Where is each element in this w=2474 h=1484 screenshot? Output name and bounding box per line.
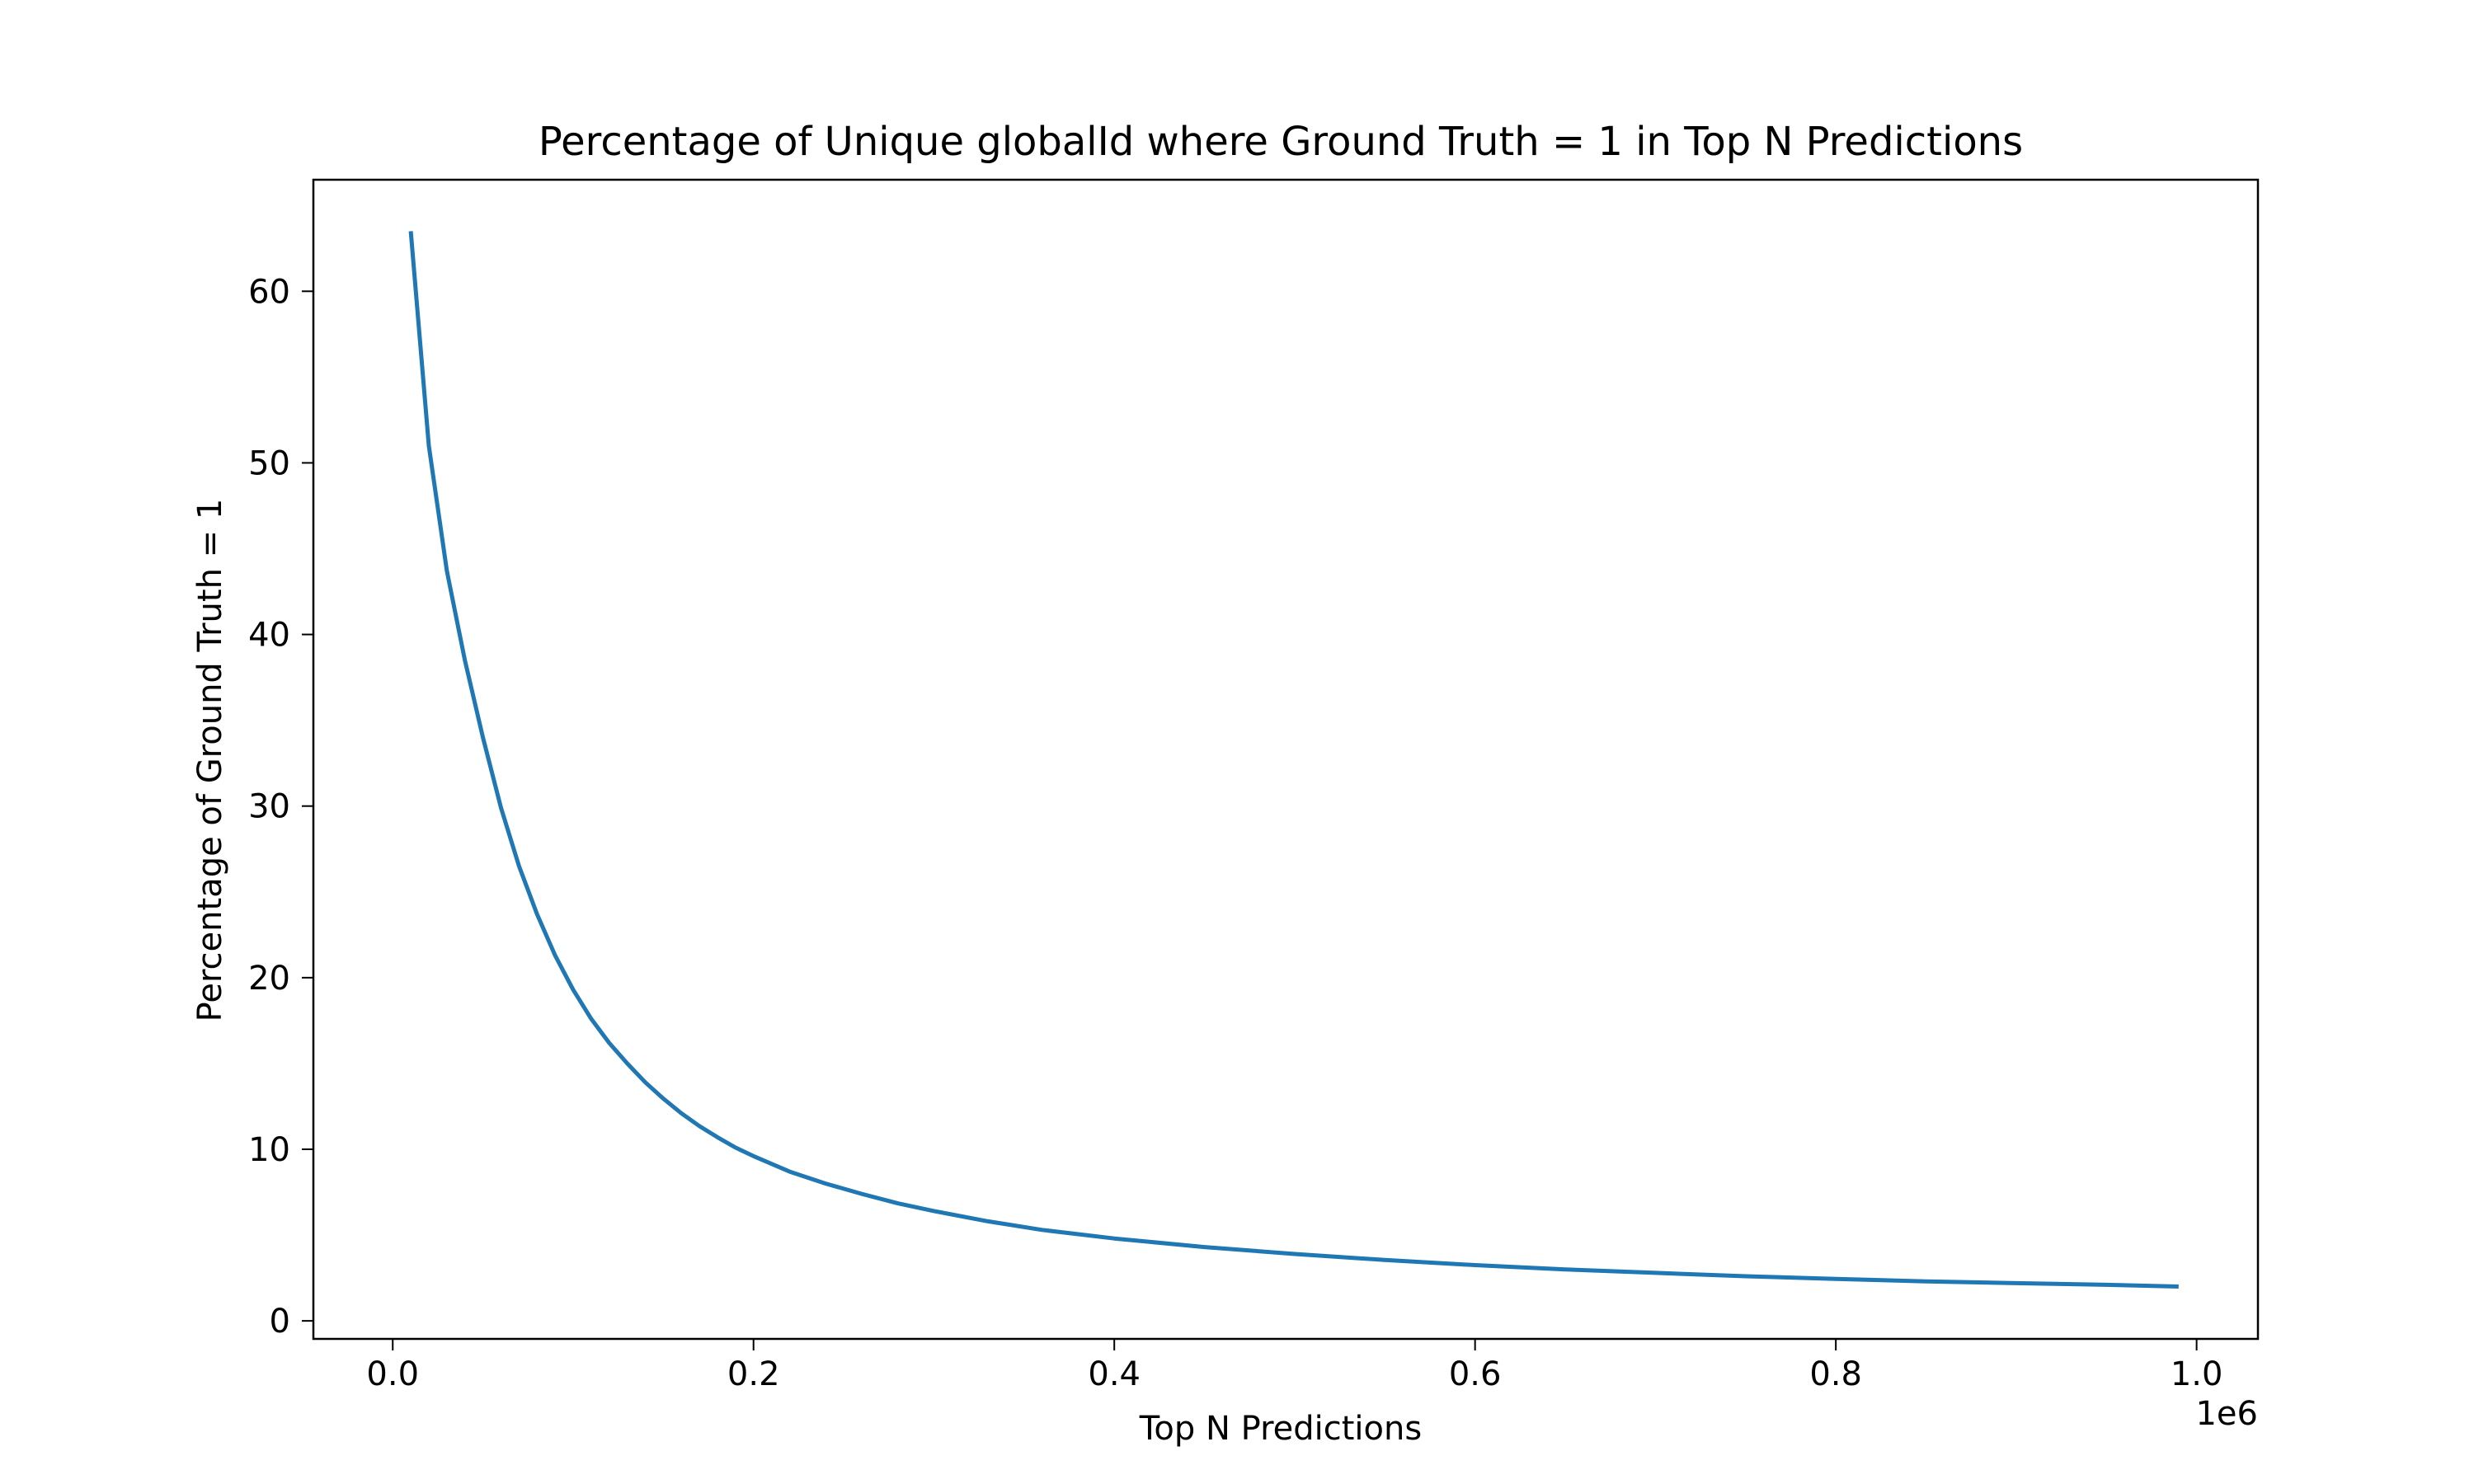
x-tick-label: 0.2 — [727, 1355, 780, 1393]
y-tick-label: 10 — [248, 1131, 290, 1169]
x-tick-label: 0.8 — [1809, 1355, 1862, 1393]
y-tick-label: 20 — [248, 960, 290, 998]
x-axis-label: Top N Predictions — [1139, 1410, 1422, 1448]
series-line-0 — [408, 231, 2179, 1289]
y-tick-label: 50 — [248, 444, 290, 482]
y-tick-label: 40 — [248, 617, 290, 655]
x-tick-label: 1.0 — [2171, 1355, 2223, 1393]
axes-frame — [312, 178, 2260, 1341]
x-tick-label: 0.6 — [1449, 1355, 1502, 1393]
x-tick-label: 0.4 — [1088, 1355, 1141, 1393]
y-axis-label: Percentage of Ground Truth = 1 — [191, 499, 229, 1022]
x-tick-label: 0.0 — [366, 1355, 419, 1393]
chart-title: Percentage of Unique globalId where Grou… — [539, 119, 2023, 165]
y-tick-label: 60 — [248, 273, 290, 311]
y-tick-label: 0 — [270, 1303, 290, 1341]
plot-area: 0.0 0.2 0.4 0.6 0.8 1.0 0 10 20 30 40 50 60 — [248, 178, 2260, 1393]
y-tick-label: 30 — [248, 788, 290, 826]
x-axis-offset-label: 1e6 — [2195, 1395, 2258, 1433]
